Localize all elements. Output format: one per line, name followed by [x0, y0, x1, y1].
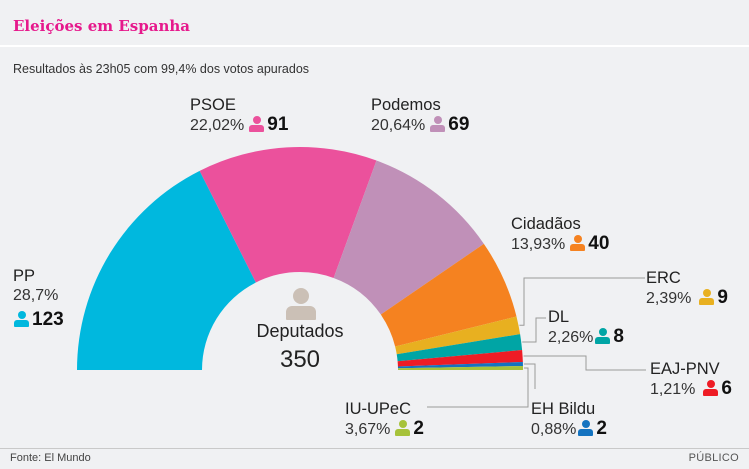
slice-eh-bildu — [397, 361, 523, 369]
person-icon — [570, 235, 586, 251]
publisher-brand: PÚBLICO — [688, 452, 739, 464]
slice-cidad-os — [380, 243, 517, 347]
chart-title: Eleições em Espanha — [13, 17, 190, 35]
party-name: Cidadãos — [511, 215, 581, 233]
person-icon — [699, 289, 715, 305]
party-label-eaj-pnv: EAJ-PNV 1,21% 6 — [650, 359, 732, 400]
party-label-dl: DL 2,26% 8 — [548, 307, 624, 348]
person-icon — [14, 311, 29, 327]
party-seats: 123 — [32, 309, 64, 330]
party-name: PSOE — [190, 96, 236, 114]
person-icon — [430, 116, 446, 132]
slice-psoe — [199, 147, 377, 283]
party-seats: 8 — [613, 326, 624, 347]
party-name: Podemos — [371, 96, 441, 114]
party-label-cidadaos: Cidadãos 13,93% 40 — [511, 214, 609, 255]
person-icon — [578, 420, 594, 436]
source-credit: Fonte: El Mundo — [10, 452, 91, 464]
party-name: EAJ-PNV — [650, 360, 720, 378]
slice-dl — [396, 334, 523, 362]
party-seats: 2 — [596, 418, 607, 439]
party-pct: 3,67% — [345, 421, 391, 438]
center-label: Deputados — [256, 321, 344, 341]
party-seats: 40 — [588, 233, 610, 254]
footer-divider — [0, 448, 749, 449]
party-pct: 2,26% — [548, 329, 594, 346]
leader-line-dl — [522, 317, 546, 343]
party-pct: 20,64% — [371, 117, 426, 134]
party-label-iu-upec: IU-UPeC 3,67% 2 — [345, 399, 424, 440]
person-icon — [249, 116, 265, 132]
title-divider — [0, 45, 749, 47]
party-pct: 22,02% — [190, 117, 245, 134]
person-icon — [595, 328, 611, 344]
slice-podemos — [333, 160, 484, 315]
party-name: EH Bildu — [531, 400, 596, 418]
chart-subtitle: Resultados às 23h05 com 99,4% dos votos … — [13, 62, 310, 76]
party-label-erc: ERC 2,39% 9 — [646, 268, 728, 309]
slice-pp — [77, 170, 256, 370]
party-pct: 0,88% — [531, 421, 577, 438]
party-name: ERC — [646, 269, 681, 287]
slice-erc — [395, 316, 521, 355]
leader-line-eh-bildu — [523, 363, 536, 389]
party-seats: 9 — [717, 287, 728, 308]
party-pct: 28,7% — [13, 287, 59, 304]
slice-eaj-pnv — [397, 350, 523, 367]
person-icon — [395, 420, 411, 436]
party-label-psoe: PSOE 22,02% 91 — [190, 95, 288, 136]
total-seats: 350 — [279, 346, 321, 373]
slice-iu-upec — [397, 365, 523, 370]
party-pct: 1,21% — [650, 381, 696, 398]
party-label-eh-bildu: EH Bildu 0,88% 2 — [531, 399, 607, 440]
leader-line-eaj-pnv — [523, 355, 646, 371]
party-pct: 2,39% — [646, 290, 692, 307]
party-pct: 13,93% — [511, 236, 566, 253]
party-label-podemos: Podemos 20,64% 69 — [371, 95, 469, 136]
party-name: PP — [13, 267, 36, 285]
party-seats: 91 — [267, 114, 289, 135]
leader-line-erc — [519, 277, 645, 326]
leader-line-iu-upec — [427, 367, 529, 408]
party-seats: 2 — [413, 418, 424, 439]
person-icon — [703, 380, 719, 396]
party-seats: 6 — [721, 378, 732, 399]
party-name: IU-UPeC — [345, 400, 412, 418]
party-label-pp: PP 28,7% 123 — [13, 266, 64, 330]
person-icon — [286, 288, 316, 320]
party-name: DL — [548, 308, 570, 326]
party-seats: 69 — [448, 114, 470, 135]
